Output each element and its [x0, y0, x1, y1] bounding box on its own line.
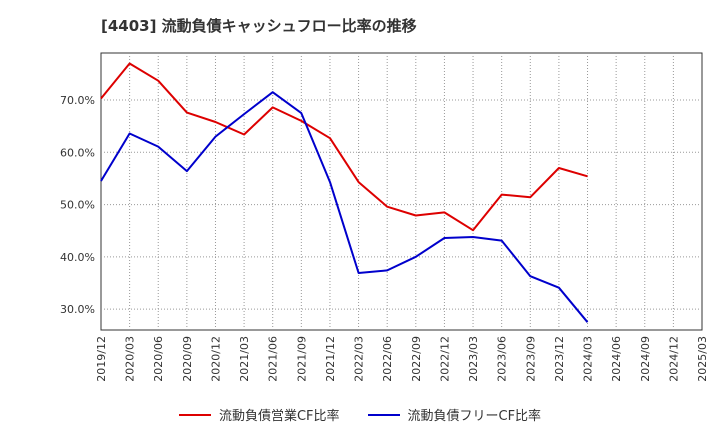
x-tick-label: 2025/03 — [696, 336, 709, 382]
x-tick-label: 2023/03 — [467, 336, 480, 382]
chart-title: [4403] 流動負債キャッシュフロー比率の推移 — [101, 17, 417, 35]
legend-item-2: 流動負債フリーCF比率 — [367, 405, 542, 424]
x-tick-label: 2020/06 — [152, 336, 165, 382]
x-tick-label: 2020/12 — [209, 336, 222, 382]
x-tick-label: 2019/12 — [95, 336, 108, 382]
x-tick-label: 2023/12 — [553, 336, 566, 382]
x-tick-label: 2020/09 — [181, 336, 194, 382]
x-tick-label: 2021/12 — [324, 336, 337, 382]
y-tick-label: 50.0% — [60, 199, 95, 212]
legend-swatch — [178, 413, 211, 416]
y-tick-label: 40.0% — [60, 251, 95, 264]
legend-label: 流動負債営業CF比率 — [218, 409, 340, 424]
x-tick-label: 2024/03 — [582, 336, 595, 382]
y-tick-label: 60.0% — [60, 146, 95, 159]
x-tick-label: 2022/12 — [438, 336, 451, 382]
y-tick-label: 70.0% — [60, 94, 95, 107]
x-tick-label: 2024/12 — [667, 336, 680, 382]
legend-label: 流動負債フリーCF比率 — [407, 409, 542, 424]
x-tick-label: 2021/03 — [238, 336, 251, 382]
x-tick-label: 2024/09 — [639, 336, 652, 382]
plot-area — [100, 52, 703, 331]
x-tick-label: 2023/06 — [496, 336, 509, 382]
series-line-1 — [100, 62, 588, 232]
y-tick-label: 30.0% — [60, 303, 95, 316]
x-tick-label: 2022/09 — [410, 336, 423, 382]
x-tick-label: 2022/03 — [353, 336, 366, 382]
x-tick-label: 2020/03 — [124, 336, 137, 382]
legend-swatch — [367, 413, 400, 416]
chart-legend: 流動負債営業CF比率 流動負債フリーCF比率 — [0, 405, 720, 424]
x-tick-label: 2023/09 — [524, 336, 537, 382]
x-tick-label: 2024/06 — [610, 336, 623, 382]
x-tick-label: 2022/06 — [381, 336, 394, 382]
series-line-2 — [100, 91, 589, 323]
x-tick-label: 2021/06 — [267, 336, 280, 382]
legend-item-1: 流動負債営業CF比率 — [178, 405, 340, 424]
x-tick-label: 2021/09 — [295, 336, 308, 382]
